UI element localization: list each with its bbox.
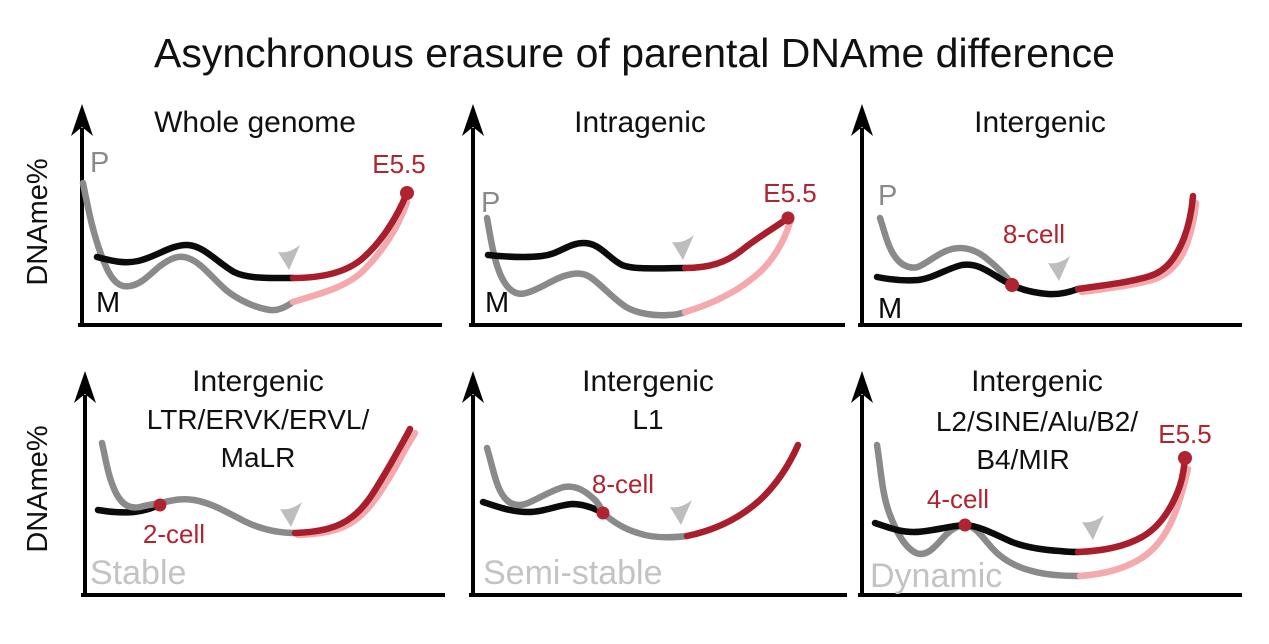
paternal-curve [483, 444, 691, 541]
paternal-erased-curve [289, 198, 411, 306]
merge-point-dot [1005, 278, 1019, 292]
merge-point-label: 4-cell [927, 484, 989, 514]
stability-watermark: Semi-stable [483, 554, 663, 592]
y-axis-label: DNAme% [22, 158, 54, 286]
paternal-label: P [878, 180, 897, 212]
panel-intergenic-l1: Intergenic L1 Semi-stable 8-cell [462, 365, 847, 597]
merge-point-label: 8-cell [1003, 219, 1065, 249]
y-axis-label: DNAme% [22, 425, 54, 553]
paternal-erased-curve [681, 218, 794, 316]
paternal-label: P [90, 147, 109, 179]
maternal-curve [479, 498, 607, 517]
merge-point-label: 2-cell [143, 519, 205, 549]
maternal-erased-curve [681, 214, 792, 272]
panel-subtitle: L2/SINE/Alu/B2/ [936, 406, 1139, 437]
maternal-erased-curve [1074, 455, 1189, 556]
panel-intergenic: Intergenic P M 8-cell [851, 104, 1242, 327]
maternal-label: M [878, 293, 902, 325]
panel-subtitle: L1 [632, 404, 663, 435]
maternal-erased-curve [291, 425, 414, 537]
maternal-erased-curve [289, 189, 411, 282]
y-axis-arrow-icon [74, 371, 96, 403]
y-axis-arrow-icon [851, 104, 873, 136]
paternal-curve [483, 214, 689, 319]
panel-intergenic-ltr: Intergenic LTR/ERVK/ERVL/ MaLR Stable 2-… [74, 365, 445, 597]
panel-title: Intergenic [974, 106, 1106, 139]
panel-title: Intergenic [192, 365, 324, 398]
gray-arrowhead-icon [1082, 515, 1104, 540]
maternal-label: M [96, 287, 120, 319]
gray-arrowhead-icon [1048, 256, 1070, 281]
merge-point-label: 8-cell [592, 469, 654, 499]
paternal-erased-curve [1078, 199, 1200, 296]
endpoint-label: E5.5 [1158, 419, 1212, 449]
panel-title: Whole genome [154, 106, 356, 139]
y-axis-arrow-icon [71, 104, 93, 136]
y-axis-arrow-icon [462, 104, 484, 136]
stability-watermark: Stable [90, 554, 186, 592]
maternal-label: M [485, 287, 509, 319]
merge-point-dot [153, 498, 167, 512]
endpoint-label: E5.5 [763, 178, 817, 208]
y-axis-arrow-icon [851, 371, 873, 403]
endpoint-label: E5.5 [372, 149, 426, 179]
merge-point-dot [596, 506, 610, 520]
panel-title: Intergenic [582, 365, 714, 398]
endpoint-dot [400, 186, 414, 200]
panel-whole-genome: Whole genome P M E5.5 [71, 104, 442, 327]
maternal-curve [873, 261, 1082, 298]
maternal-erased-curve [1074, 192, 1197, 293]
maternal-curve [871, 519, 1082, 556]
maternal-erased-curve [683, 441, 802, 540]
maternal-curve [94, 501, 164, 516]
gray-arrowhead-icon [278, 245, 300, 270]
paternal-curve [876, 214, 1016, 288]
paternal-curve [873, 441, 1084, 580]
gray-arrowhead-icon [670, 500, 692, 525]
paternal-erased-curve [1076, 465, 1192, 580]
y-axis-arrow-icon [462, 371, 484, 403]
panel-intragenic: Intragenic P M E5.5 [462, 104, 845, 327]
panel-title: Intergenic [971, 365, 1103, 398]
maternal-curve [93, 241, 297, 282]
gray-arrowhead-icon [280, 502, 302, 527]
endpoint-dot [1178, 451, 1192, 465]
paternal-label: P [481, 187, 500, 219]
panel-subtitle: LTR/ERVK/ERVL/ [147, 404, 370, 435]
endpoint-dot [781, 211, 795, 225]
panel-title: Intragenic [574, 106, 706, 139]
merge-point-dot [958, 518, 972, 532]
panel-intergenic-l2: Intergenic L2/SINE/Alu/B2/ B4/MIR Dynami… [851, 365, 1242, 597]
gray-arrowhead-icon [672, 235, 694, 260]
stability-watermark: Dynamic [870, 557, 1002, 595]
figure-title: Asynchronous erasure of parental DNAme d… [154, 30, 1115, 76]
panel-subtitle2: MaLR [221, 442, 296, 473]
panel-subtitle2: B4/MIR [976, 444, 1069, 475]
maternal-curve [484, 239, 689, 272]
